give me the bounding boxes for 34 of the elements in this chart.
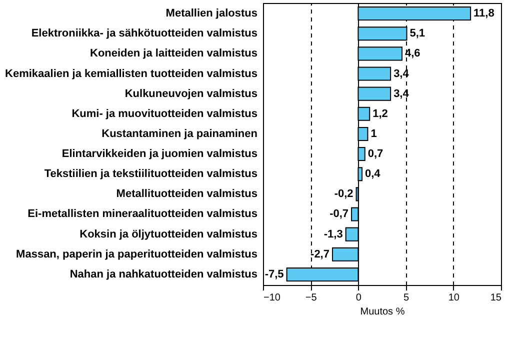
- y-tick-label: Koneiden ja laitteiden valmistus: [90, 48, 258, 60]
- y-tick-label: Metallien jalostus: [166, 8, 258, 20]
- y-tick-label: Elektroniikka- ja sähkötuotteiden valmistus: [31, 28, 258, 40]
- y-tick-label: Kustantaminen ja painaminen: [102, 128, 258, 140]
- x-tick-label: −10: [264, 292, 281, 304]
- y-tick-label: Kumi- ja muovituotteiden valmistus: [72, 108, 258, 120]
- y-tick-label: Elintarvikkeiden ja juomien valmistus: [62, 148, 258, 160]
- x-axis-title: Muutos %: [360, 306, 405, 318]
- data-label: -0,2: [334, 188, 354, 200]
- data-label: 5,1: [410, 28, 426, 40]
- y-tick-label: Koksin ja öljytuotteiden valmistus: [80, 228, 258, 240]
- data-label: 1: [370, 128, 377, 140]
- x-tick-label: 15: [490, 292, 502, 304]
- y-tick-label: Kemikaalien ja kemiallisten tuotteiden valmistus: [5, 68, 258, 80]
- y-tick-label: Ei-metallisten mineraalituotteiden valmistus: [28, 208, 258, 220]
- x-tick-label: 0: [356, 292, 362, 304]
- y-tick-label: Metallituotteiden valmistus: [116, 188, 258, 200]
- data-label: -1,3: [324, 228, 343, 240]
- y-tick-label: Kulkuneuvojen valmistus: [124, 88, 258, 100]
- data-label: -0,7: [330, 208, 349, 220]
- data-label: -7,5: [264, 268, 284, 280]
- data-label: 3,4: [394, 68, 410, 80]
- data-label: 11,8: [474, 8, 494, 20]
- y-tick-label: Nahan ja nahkatuotteiden valmistus: [70, 268, 258, 280]
- x-tick-label: 10: [448, 292, 460, 304]
- y-tick-label: Tekstiilien ja tekstiilituotteiden valmistus: [44, 168, 258, 180]
- y-tick-label: Massan, paperin ja paperituotteiden valmistus: [16, 248, 258, 260]
- data-label: 1,2: [372, 108, 388, 120]
- x-tick-label: 5: [404, 292, 410, 304]
- x-tick-label: −5: [305, 292, 318, 304]
- data-label: 0,7: [368, 148, 384, 160]
- data-label: 0,4: [365, 168, 382, 180]
- data-label: 4,6: [404, 48, 420, 60]
- data-label: -2,7: [310, 248, 330, 260]
